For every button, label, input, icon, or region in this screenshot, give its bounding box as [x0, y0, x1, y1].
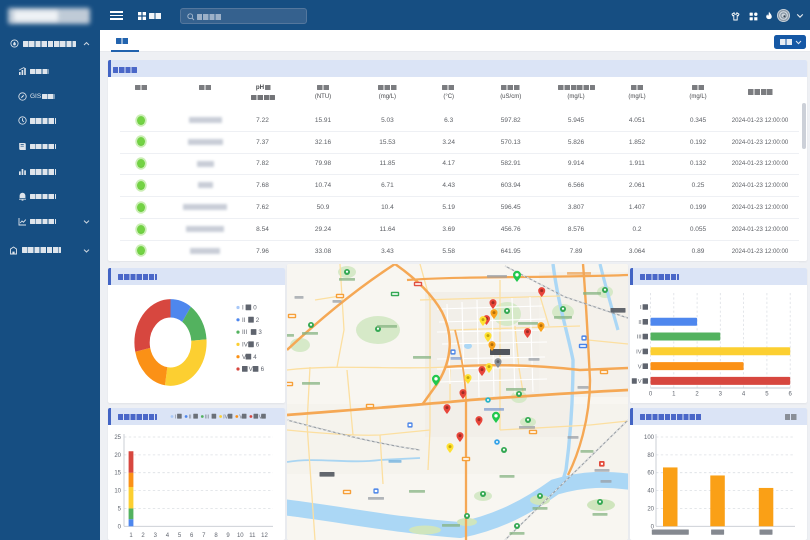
svg-text:4: 4	[253, 354, 257, 361]
svg-text:I: I	[640, 305, 642, 311]
svg-text:1: 1	[129, 533, 133, 539]
svg-text:3: 3	[154, 533, 158, 539]
svg-text:II: II	[242, 317, 246, 324]
svg-text:III: III	[205, 414, 209, 420]
svg-text:V: V	[249, 366, 254, 373]
svg-text:V: V	[638, 364, 642, 370]
svg-text:I: I	[175, 414, 176, 420]
svg-text:9: 9	[226, 533, 230, 539]
svg-text:IV: IV	[223, 414, 228, 420]
svg-text:0: 0	[649, 392, 653, 398]
svg-text:IV: IV	[636, 350, 642, 356]
svg-text:6: 6	[789, 392, 793, 398]
svg-text:5: 5	[765, 392, 769, 398]
svg-text:15: 15	[114, 471, 121, 477]
svg-text:III: III	[637, 335, 642, 341]
svg-text:V: V	[638, 379, 642, 385]
svg-text:2: 2	[256, 317, 260, 324]
svg-text:6: 6	[190, 533, 194, 539]
svg-text:10: 10	[114, 489, 121, 495]
svg-text:V: V	[242, 354, 247, 361]
svg-text:0: 0	[118, 524, 122, 530]
svg-text:7: 7	[202, 533, 206, 539]
svg-text:I: I	[242, 305, 244, 312]
svg-text:2: 2	[695, 392, 699, 398]
svg-text:20: 20	[647, 507, 654, 513]
svg-text:3: 3	[258, 329, 262, 336]
svg-text:II: II	[189, 414, 192, 420]
svg-text:IV: IV	[242, 342, 249, 349]
svg-text:6: 6	[256, 342, 260, 349]
svg-text:4: 4	[166, 533, 170, 539]
svg-text:V: V	[239, 414, 243, 420]
svg-text:60: 60	[647, 471, 654, 477]
svg-text:25: 25	[114, 435, 121, 441]
svg-text:10: 10	[237, 533, 244, 539]
svg-text:80: 80	[647, 453, 654, 459]
svg-text:III: III	[242, 329, 247, 336]
svg-text:0: 0	[651, 524, 655, 530]
svg-text:1: 1	[672, 392, 676, 398]
svg-text:12: 12	[261, 533, 268, 539]
svg-text:20: 20	[114, 453, 121, 459]
svg-text:3: 3	[719, 392, 723, 398]
svg-text:5: 5	[118, 507, 122, 513]
svg-text:4: 4	[742, 392, 746, 398]
svg-text:8: 8	[214, 533, 218, 539]
svg-text:11: 11	[249, 533, 256, 539]
svg-text:II: II	[638, 320, 642, 326]
svg-text:0: 0	[253, 305, 257, 312]
svg-text:100: 100	[644, 435, 655, 441]
svg-text:40: 40	[647, 489, 654, 495]
svg-text:6: 6	[261, 366, 265, 373]
svg-text:V: V	[259, 414, 263, 420]
svg-text:5: 5	[178, 533, 182, 539]
svg-text:2: 2	[141, 533, 145, 539]
